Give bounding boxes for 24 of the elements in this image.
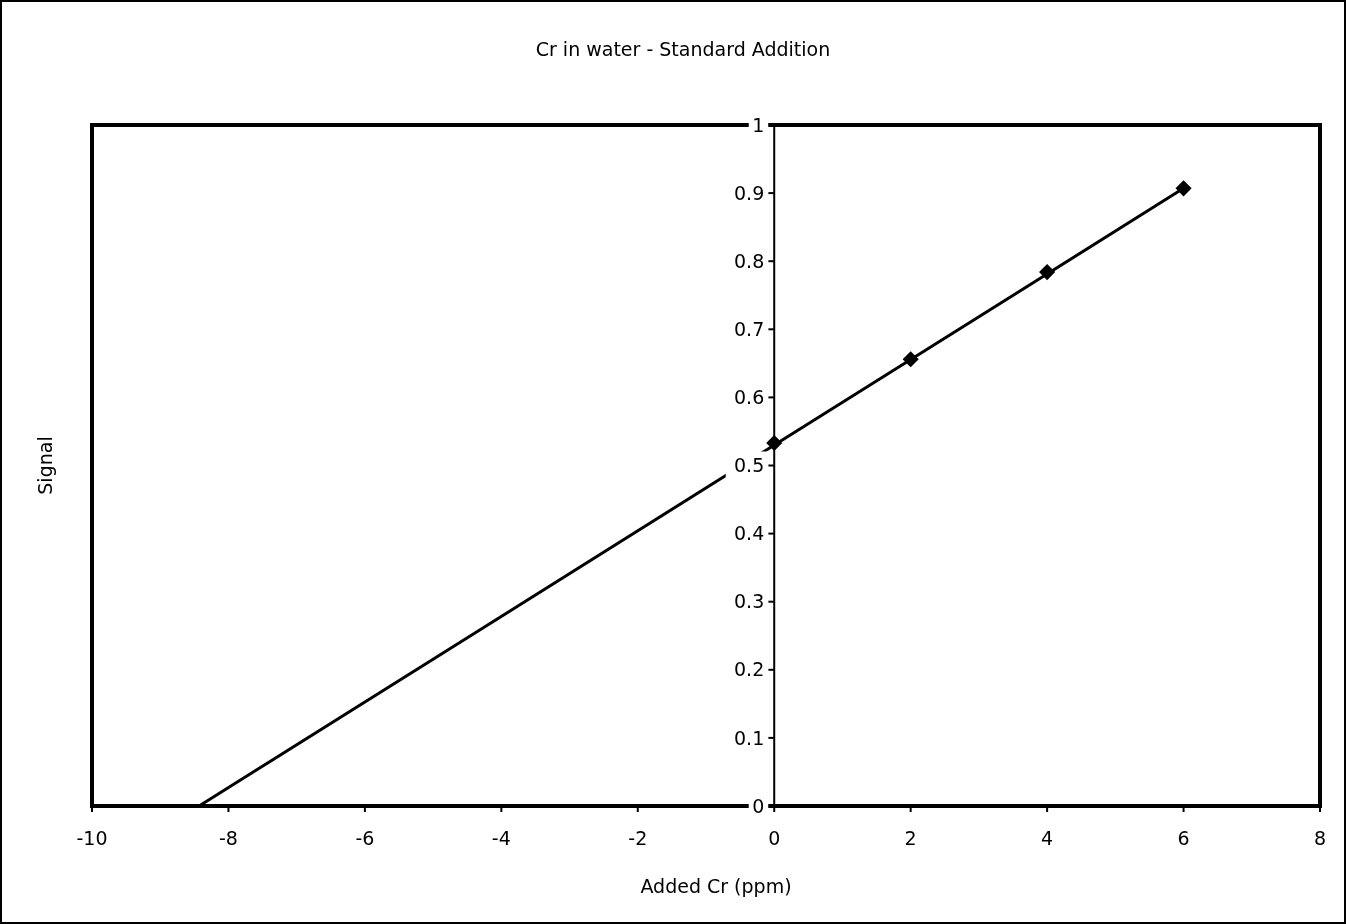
x-tick-label: 4 — [1041, 827, 1054, 849]
x-tick-label: -6 — [355, 827, 375, 849]
y-tick-label: 0.6 — [734, 386, 765, 409]
x-tick-label: 0 — [768, 827, 781, 849]
y-tick-label: 0.3 — [734, 590, 765, 613]
x-tick-label: 8 — [1313, 827, 1327, 849]
y-tick-label: 0.2 — [734, 658, 765, 681]
y-axis-title: Signal — [34, 436, 56, 495]
x-tick-label: -4 — [491, 827, 511, 849]
x-tick-label: -8 — [218, 827, 238, 849]
x-tick-label: 6 — [1177, 827, 1190, 849]
x-tick-label: 2 — [904, 827, 917, 849]
y-tick-label: 0.1 — [734, 726, 765, 749]
y-tick-label: 0.9 — [734, 181, 765, 204]
x-axis-title: Added Cr (ppm) — [640, 875, 792, 897]
x-tick-label: -2 — [628, 827, 648, 849]
y-tick-label: 1 — [752, 113, 765, 136]
y-tick-label: 0.7 — [734, 317, 765, 340]
chart-title: Cr in water - Standard Addition — [535, 38, 831, 60]
y-tick-label: 0.4 — [734, 522, 765, 545]
y-tick-label: 0 — [752, 794, 765, 817]
x-tick-label: -10 — [76, 827, 108, 849]
y-tick-label: 0.5 — [734, 454, 765, 477]
y-tick-label: 0.8 — [734, 249, 765, 272]
